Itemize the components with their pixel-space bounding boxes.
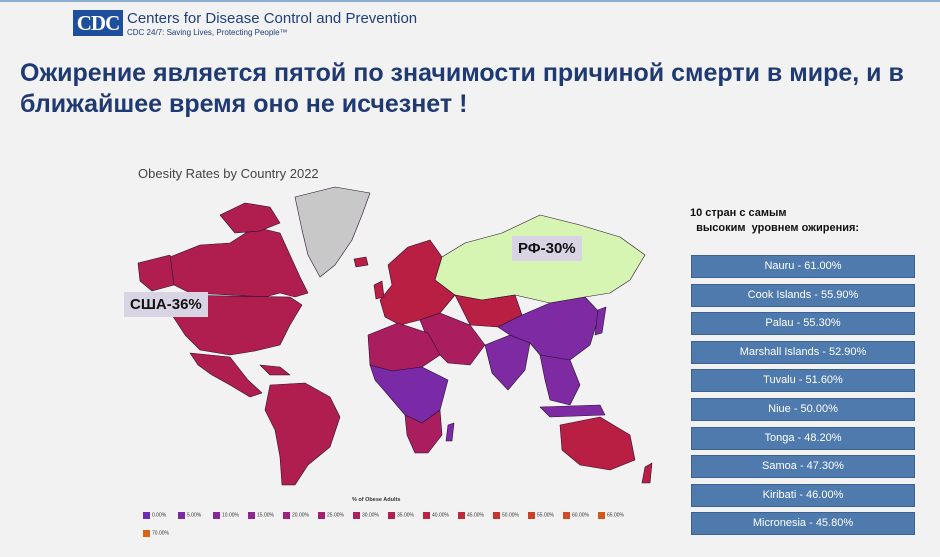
legend-swatch	[248, 512, 255, 519]
legend-label: 15.00%	[257, 512, 274, 519]
legend-item: 20.00%	[283, 512, 318, 521]
legend-item: 55.00%	[528, 512, 563, 521]
map-arctic-islands	[219, 202, 281, 234]
legend-label: 65.00%	[607, 512, 624, 519]
cdc-logo: CDC	[73, 10, 123, 36]
top-country-item: Marshall Islands - 52.90%	[691, 340, 915, 364]
map-mexico	[189, 352, 263, 398]
top-country-item: Cook Islands - 55.90%	[691, 283, 915, 307]
map-alaska	[137, 254, 175, 292]
legend-swatch	[283, 512, 290, 519]
org-tagline: CDC 24/7: Saving Lives, Protecting Peopl…	[127, 28, 288, 37]
map-greenland	[294, 186, 371, 278]
top-countries-list: Nauru - 61.00% Cook Islands - 55.90% Palau…	[691, 255, 915, 541]
legend-title: % of Obese Adults	[352, 497, 401, 503]
legend-label: 10.00%	[222, 512, 239, 519]
legend-item: 25.00%	[318, 512, 353, 521]
usa-callout: США-36%	[124, 292, 208, 317]
map-china	[497, 296, 601, 361]
legend-swatch	[563, 512, 570, 519]
legend-item: 65.00%	[598, 512, 633, 521]
legend-swatch	[423, 512, 430, 519]
legend-swatch	[388, 512, 395, 519]
map-se-asia	[539, 354, 581, 406]
top-country-item: Tonga - 48.20%	[691, 426, 915, 450]
legend-swatch	[178, 512, 185, 519]
legend-swatch	[493, 512, 500, 519]
legend-item: 50.00%	[493, 512, 528, 521]
map-canada	[169, 226, 309, 298]
legend-swatch	[353, 512, 360, 519]
legend-item: 0.00%	[143, 512, 178, 521]
top-country-item: Tuvalu - 51.60%	[691, 369, 915, 393]
map-caribbean	[259, 364, 291, 376]
legend-item: 45.00%	[458, 512, 493, 521]
legend-label: 60.00%	[572, 512, 589, 519]
top-country-item: Palau - 55.30%	[691, 312, 915, 336]
top-country-item: Niue - 50.00%	[691, 397, 915, 421]
legend-swatch	[143, 512, 150, 519]
legend-label: 40.00%	[432, 512, 449, 519]
legend-label: 35.00%	[397, 512, 414, 519]
page-title: Ожирение является пятой по значимости пр…	[20, 59, 904, 118]
map-uk	[373, 280, 385, 300]
map-title: Obesity Rates by Country 2022	[138, 166, 319, 181]
map-south-asia	[484, 334, 531, 391]
top-countries-title: 10 стран с самым высоким уровнем ожирени…	[690, 207, 860, 234]
legend-swatch	[318, 512, 325, 519]
legend-swatch	[213, 512, 220, 519]
map-southern-africa	[404, 409, 443, 454]
legend-label: 25.00%	[327, 512, 344, 519]
map-australia	[559, 416, 636, 471]
org-name: Centers for Disease Control and Preventi…	[127, 10, 418, 27]
legend-label: 20.00%	[292, 512, 309, 519]
top-country-item: Kiribati - 46.00%	[691, 483, 915, 507]
top-country-item: Samoa - 47.30%	[691, 455, 915, 479]
legend-item: 15.00%	[248, 512, 283, 521]
map-legend: 0.00% 5.00% 10.00% 15.00% 20.00% 25.00% 30.00%…	[143, 512, 643, 548]
legend-item: 30.00%	[353, 512, 388, 521]
legend-item: 5.00%	[178, 512, 213, 521]
legend-item: 35.00%	[388, 512, 423, 521]
map-indonesia	[539, 404, 606, 418]
legend-label: 30.00%	[362, 512, 379, 519]
legend-swatch	[528, 512, 535, 519]
legend-item: 10.00%	[213, 512, 248, 521]
legend-label: 50.00%	[502, 512, 519, 519]
legend-label: 70.00%	[152, 530, 169, 537]
legend-item: 60.00%	[563, 512, 598, 521]
legend-label: 45.00%	[467, 512, 484, 519]
legend-label: 0.00%	[152, 512, 167, 519]
russia-callout: РФ-30%	[512, 236, 582, 261]
world-obesity-map	[137, 186, 653, 486]
map-new-zealand	[641, 462, 653, 484]
legend-item: 70.00%	[143, 530, 178, 539]
legend-swatch	[143, 530, 150, 537]
legend-item: 40.00%	[423, 512, 458, 521]
map-south-america	[264, 382, 341, 486]
map-japan	[594, 306, 607, 336]
legend-swatch	[458, 512, 465, 519]
legend-label: 5.00%	[187, 512, 202, 519]
top-country-item: Nauru - 61.00%	[691, 255, 915, 278]
top-border	[0, 0, 940, 2]
map-madagascar	[445, 422, 455, 442]
map-iceland	[353, 256, 369, 268]
top-country-item: Micronesia - 45.80%	[691, 512, 915, 536]
legend-label: 55.00%	[537, 512, 554, 519]
legend-swatch	[598, 512, 605, 519]
